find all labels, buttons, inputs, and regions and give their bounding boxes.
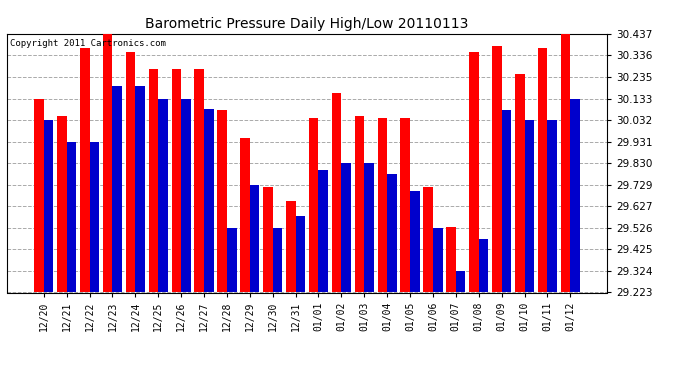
Bar	[332, 93, 342, 292]
Bar	[400, 118, 410, 292]
Bar	[195, 69, 204, 292]
Bar	[377, 118, 387, 292]
Bar	[515, 74, 524, 292]
Bar	[172, 69, 181, 292]
Bar	[217, 110, 227, 292]
Bar	[250, 184, 259, 292]
Bar	[158, 99, 168, 292]
Bar	[135, 86, 145, 292]
Bar	[342, 163, 351, 292]
Bar	[456, 271, 466, 292]
Bar	[295, 216, 305, 292]
Bar	[67, 142, 77, 292]
Bar	[57, 116, 67, 292]
Bar	[424, 187, 433, 292]
Bar	[204, 109, 214, 292]
Bar	[286, 201, 295, 292]
Bar	[446, 227, 456, 292]
Bar	[524, 120, 534, 292]
Bar	[479, 239, 489, 292]
Text: Copyright 2011 Cartronics.com: Copyright 2011 Cartronics.com	[10, 39, 166, 48]
Bar	[43, 120, 53, 292]
Bar	[469, 52, 479, 292]
Bar	[547, 120, 557, 292]
Bar	[309, 118, 319, 292]
Bar	[148, 69, 158, 292]
Bar	[103, 34, 112, 292]
Bar	[319, 170, 328, 292]
Bar	[112, 86, 122, 292]
Bar	[273, 228, 282, 292]
Bar	[561, 34, 571, 292]
Bar	[433, 228, 442, 292]
Bar	[502, 110, 511, 292]
Bar	[364, 163, 374, 292]
Bar	[492, 46, 502, 292]
Bar	[90, 142, 99, 292]
Bar	[387, 174, 397, 292]
Bar	[227, 228, 237, 292]
Title: Barometric Pressure Daily High/Low 20110113: Barometric Pressure Daily High/Low 20110…	[146, 17, 469, 31]
Bar	[571, 99, 580, 292]
Bar	[34, 99, 43, 292]
Bar	[126, 52, 135, 292]
Bar	[263, 187, 273, 292]
Bar	[538, 48, 547, 292]
Bar	[410, 191, 420, 292]
Bar	[240, 138, 250, 292]
Bar	[80, 48, 90, 292]
Bar	[181, 99, 190, 292]
Bar	[355, 116, 364, 292]
